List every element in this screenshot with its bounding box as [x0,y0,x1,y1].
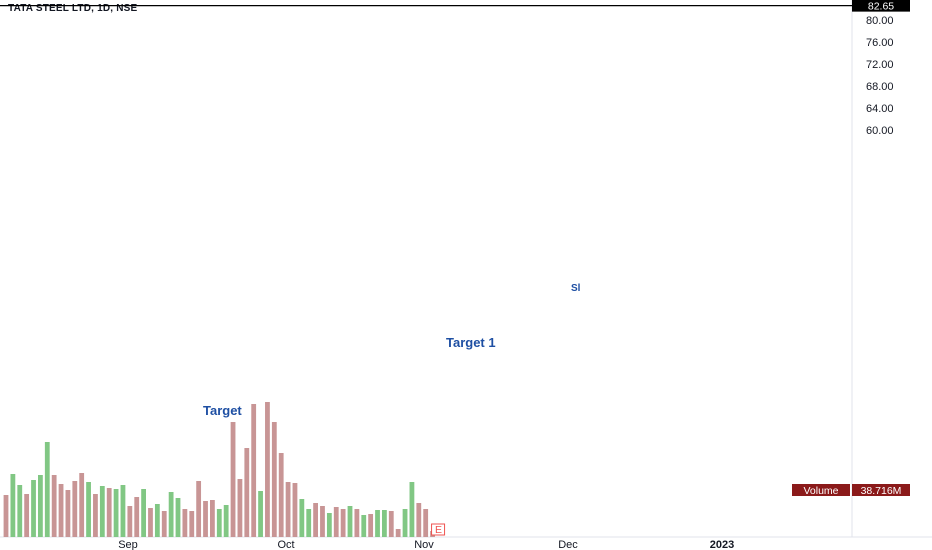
y-tick-label: 64.00 [866,103,894,115]
volume-bar [148,508,153,537]
volume-bar [141,489,146,537]
volume-bar [134,497,140,537]
volume-bar [382,510,387,537]
volume-bar [106,488,112,537]
volume-bar [340,509,346,537]
volume-bar [154,504,160,537]
volume-bar [10,474,16,537]
y-tick-label: 76.00 [866,37,894,49]
volume-bar [320,506,325,537]
volume-bar [161,511,167,537]
volume-bar [203,501,208,537]
volume-bar [127,506,133,537]
volume-bar [168,492,174,537]
volume-marker-badge [431,523,446,536]
volume-value-tag-bg [852,484,910,496]
volume-bar [72,481,78,537]
volume-bar [423,509,429,537]
volume-bar [58,484,64,537]
y-tick-label: 60.00 [866,125,894,137]
volume-bar [113,489,119,537]
volume-bar [395,529,401,537]
volume-bar [3,495,9,537]
volume-bar [347,506,353,537]
volume-bar [223,505,229,537]
volume-bar [51,475,57,537]
volume-bar [93,494,98,537]
volume-bar [99,486,105,537]
volume-bar [375,510,380,537]
volume-bar [38,475,43,537]
volume-bar [230,422,236,537]
volume-bar [182,509,188,537]
y-tick-label: 72.00 [866,59,894,71]
volume-bar [189,511,195,537]
volume-bar [285,482,291,537]
x-tick-label: Oct [277,539,294,550]
volume-bar [31,480,36,537]
x-tick-label: Nov [414,539,434,550]
volume-bar [79,473,85,537]
volume-bar [416,503,422,537]
volume-name-tag: Volume [803,485,838,497]
volume-bar [244,448,250,537]
level-price-tag-bg [852,0,910,12]
volume-bar [409,482,415,537]
volume-bar [361,515,367,537]
volume-bar [44,442,50,537]
volume-bar [65,490,71,537]
volume-bar [292,483,298,537]
volume-bar [326,513,332,537]
volume-bar [237,479,243,537]
target-annotation: Target [203,403,242,418]
chart-title: TATA STEEL LTD, 1D, NSE [8,3,138,14]
volume-bar [175,498,181,537]
volume-bar [24,494,30,537]
volume-bar [251,404,257,537]
volume-bar [278,453,284,537]
volume-bar [120,485,126,537]
volume-bar [306,509,312,537]
volume-name-tag-bg [792,484,850,496]
volume-bar [196,481,202,537]
volume-marker-label: E [435,524,442,536]
volume-bar [265,402,270,537]
volume-bar [313,503,318,537]
y-tick-label: 68.00 [866,81,894,93]
volume-bar [333,507,339,537]
volume-bar [86,482,91,537]
volume-bar [388,511,394,537]
x-tick-label: Sep [118,539,138,550]
volume-bar [368,514,374,537]
volume-value-tag: 38.716M [861,485,902,497]
volume-bar [402,509,408,537]
x-tick-label: 2023 [710,539,734,550]
volume-bar [17,485,23,537]
volume-bar [210,500,215,537]
level-price-tag: 82.65 [868,1,894,13]
volume-bar [258,491,263,537]
sl-annotation: Sl [571,283,581,294]
x-tick-label: Dec [558,539,578,550]
target1-annotation: Target 1 [446,335,496,350]
volume-bar [354,509,360,537]
y-tick-label: 80.00 [866,15,894,27]
volume-bar [299,499,305,537]
volume-bar [216,509,222,537]
volume-bar [271,422,277,537]
